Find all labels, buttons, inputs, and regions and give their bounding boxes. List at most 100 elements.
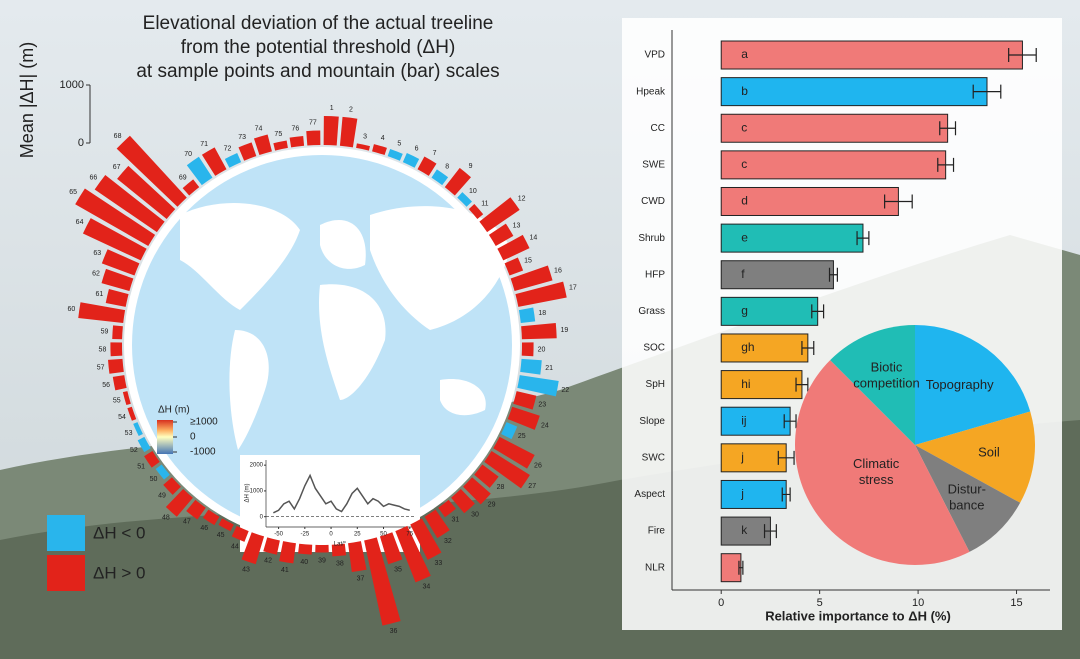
bar-label: 16	[554, 267, 562, 274]
bar	[468, 204, 484, 220]
pie-label: Topography	[926, 377, 994, 392]
significance-letter: c	[741, 120, 747, 134]
significance-letter: j	[740, 487, 744, 501]
y-tick-label: CC	[651, 123, 665, 134]
bar	[82, 218, 147, 261]
bar	[444, 167, 471, 196]
bar-label: 59	[101, 329, 109, 336]
bar	[372, 144, 387, 156]
bar-label: 36	[390, 628, 398, 635]
bar	[94, 175, 165, 233]
pie-slice	[915, 411, 1036, 503]
bar-label: 51	[137, 463, 145, 470]
bar	[263, 537, 280, 555]
pie-label: Biotic competition	[853, 360, 919, 391]
x-tick-label: 0	[329, 532, 333, 538]
error-bar	[777, 450, 795, 465]
pie-label: Climatic stress	[853, 457, 900, 488]
bar	[101, 249, 140, 276]
bar	[116, 135, 187, 207]
significance-letter: a	[741, 47, 748, 61]
bar-label: 73	[238, 134, 246, 141]
bar	[493, 436, 535, 469]
bar-label: 22	[561, 387, 569, 394]
bar-label: 53	[125, 430, 133, 437]
y-axis-label: ΔH (m)	[245, 483, 251, 502]
bar-label: 69	[179, 174, 187, 181]
bar	[137, 436, 151, 453]
colorbar	[157, 420, 173, 454]
significance-letter: e	[741, 230, 748, 244]
line	[273, 473, 410, 514]
error-bar	[781, 487, 791, 502]
bar	[488, 223, 514, 246]
significance-letter: j	[740, 450, 744, 464]
y-tick-label: Aspect	[634, 489, 665, 500]
bar-label: 12	[518, 196, 526, 203]
bar-label: 47	[183, 519, 191, 526]
y-tick-label: 1000	[250, 489, 264, 495]
pie-slice	[830, 325, 915, 445]
bar-label: 14	[529, 235, 537, 242]
bar	[273, 140, 288, 151]
bar	[463, 477, 491, 505]
bar	[417, 156, 437, 176]
bar-label: 21	[545, 365, 553, 372]
x-axis-label: Lat/°	[334, 542, 347, 548]
bar-label: 42	[264, 558, 272, 565]
bar-label: 24	[541, 422, 549, 429]
error-bar	[939, 121, 957, 136]
error-bar	[763, 524, 777, 539]
bar-label: 40	[300, 559, 308, 566]
bar	[431, 169, 449, 186]
bar	[720, 296, 819, 326]
bar-label: 57	[97, 364, 105, 371]
bar-label: 8	[445, 164, 449, 171]
bar-label: 60	[67, 306, 75, 313]
pie-slice	[915, 445, 1021, 552]
bar-label: 2	[349, 107, 353, 114]
bar	[224, 153, 242, 168]
bar	[78, 302, 126, 324]
bar	[218, 518, 234, 532]
colorbar-label: ≥1000	[190, 417, 218, 428]
bar	[241, 532, 265, 565]
bar-label: 30	[471, 511, 479, 518]
y-axis-label: Mean |ΔH| (m)	[17, 42, 37, 158]
y-tick-label: Shrub	[638, 233, 665, 244]
bar	[720, 406, 791, 436]
bar-label: 11	[481, 201, 488, 208]
bar	[117, 165, 176, 220]
bar-label: 15	[524, 258, 532, 265]
bar	[356, 143, 370, 151]
y-tick-label: Grass	[638, 306, 665, 317]
bar	[163, 477, 181, 495]
error-bar	[972, 84, 1002, 99]
bar	[507, 406, 540, 430]
bar	[110, 342, 123, 357]
bar-label: 56	[102, 382, 110, 389]
y-tick-label: Fire	[648, 526, 666, 537]
y-tick-label: NLR	[645, 562, 665, 573]
bar-label: 54	[118, 414, 126, 421]
x-tick-label: -50	[274, 532, 283, 538]
bar-label: 50	[150, 476, 158, 483]
bar-label: 20	[538, 346, 546, 353]
x-tick-label: 25	[354, 532, 361, 538]
bar	[112, 325, 123, 340]
bar	[451, 488, 475, 514]
bar-label: 66	[90, 174, 98, 181]
bar	[331, 543, 347, 557]
bar-label: 13	[513, 222, 521, 229]
significance-letter: f	[741, 267, 745, 281]
chart-title: Elevational deviation of the actual tree…	[136, 13, 499, 82]
bar-label: 19	[560, 327, 568, 334]
bar	[379, 532, 403, 565]
bar	[520, 358, 542, 375]
bar-label: 45	[217, 532, 225, 539]
bar-label: 52	[130, 447, 138, 454]
significance-letter: d	[741, 194, 748, 208]
bar-label: 25	[518, 433, 526, 440]
bar-label: 41	[281, 567, 289, 574]
